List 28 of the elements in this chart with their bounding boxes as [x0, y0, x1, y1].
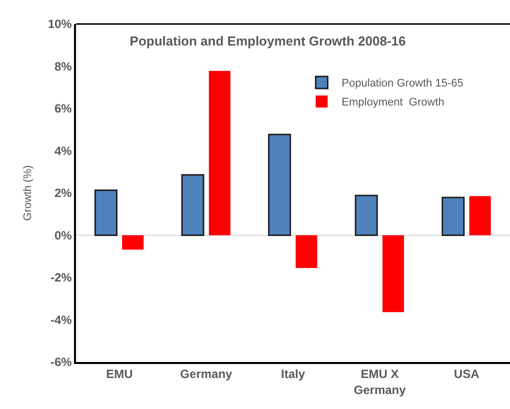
y-tick-label: -2% [50, 270, 72, 285]
x-tick-label: USA [454, 367, 480, 382]
text: Population and Employment Growth 2008-16 [130, 33, 406, 48]
y-axis-title: Growth (%) [22, 165, 34, 221]
x-tick-label: EMU X Germany [354, 367, 406, 397]
bar [208, 70, 230, 236]
y-tick-label: -4% [50, 312, 72, 327]
y-tick-label: 8% [54, 59, 72, 74]
bar [354, 194, 378, 236]
y-tick-label: 2% [54, 186, 72, 200]
bar [94, 190, 118, 236]
bar [442, 196, 465, 236]
y-tick-label: 6% [54, 102, 72, 116]
y-tick-label: 10% [48, 17, 72, 32]
bar [382, 235, 404, 312]
bar [296, 235, 318, 268]
legend-label: Population Growth 15-65 [342, 78, 464, 90]
legend-label: Employment Growth [342, 96, 444, 109]
x-tick-label: EMU [106, 367, 133, 382]
y-tick-label: -6% [50, 355, 72, 370]
bar [469, 196, 491, 236]
bar [122, 235, 144, 250]
y-tick-label: 0% [54, 228, 72, 242]
bar [181, 174, 204, 236]
x-tick-label: Germany [180, 367, 233, 382]
x-tick-label: Italy [280, 367, 306, 382]
y-tick-label: 4% [54, 144, 72, 158]
bar [268, 134, 292, 236]
